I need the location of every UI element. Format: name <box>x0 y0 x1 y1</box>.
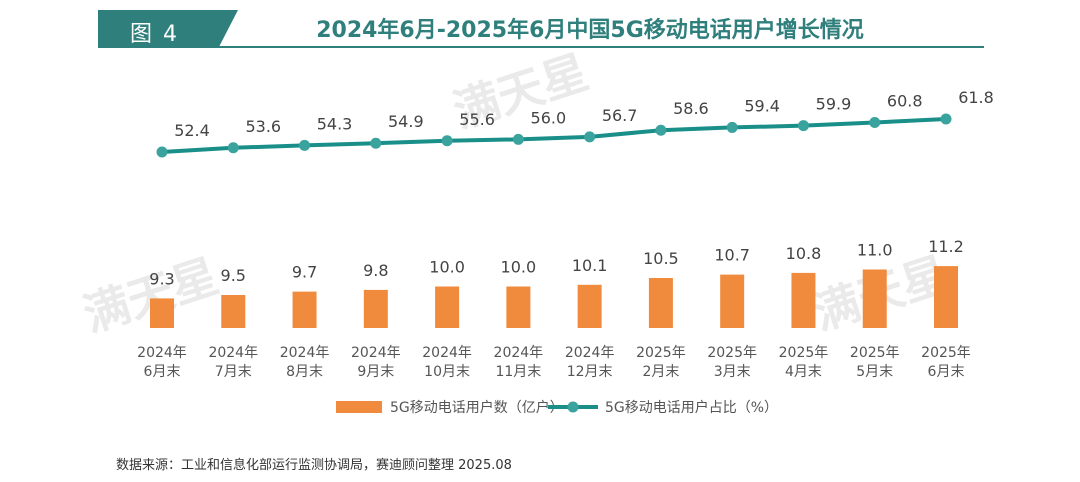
chart-header: 图 4 2024年6月-2025年6月中国5G移动电话用户增长情况 <box>0 0 1080 60</box>
line-point <box>940 113 952 125</box>
bar <box>435 286 460 328</box>
bar <box>862 269 887 328</box>
line-point <box>512 133 524 145</box>
bar <box>934 266 958 328</box>
bar-value-label: 10.0 <box>429 258 465 277</box>
legend-line-label: 5G移动电话用户占比（%） <box>605 399 778 416</box>
line-value-label: 53.6 <box>245 117 281 136</box>
watermark-text: 满天星 <box>77 248 225 342</box>
bar-value-label: 9.7 <box>292 263 317 282</box>
bar <box>363 289 388 328</box>
line-value-label: 52.4 <box>174 121 210 140</box>
bar-value-label: 10.7 <box>714 246 750 265</box>
chart-title: 2024年6月-2025年6月中国5G移动电话用户增长情况 <box>316 18 864 43</box>
x-tick-year: 2025年 <box>921 345 971 361</box>
line-value-label: 56.7 <box>602 106 638 125</box>
x-tick-year: 2025年 <box>707 345 757 361</box>
bar <box>791 272 816 328</box>
line-value-label: 54.9 <box>388 112 424 131</box>
line-value-label: 56.0 <box>531 108 567 127</box>
bar-value-label: 9.8 <box>363 261 388 280</box>
line-point <box>227 142 239 154</box>
x-tick-year: 2024年 <box>280 345 330 361</box>
line-point <box>299 139 311 151</box>
bar <box>648 278 673 328</box>
x-tick-year: 2024年 <box>565 345 615 361</box>
x-tick-year: 2024年 <box>422 345 472 361</box>
x-tick-month: 3月末 <box>714 364 751 380</box>
chart-legend: 5G移动电话用户数（亿户） 5G移动电话用户占比（%） <box>336 399 778 416</box>
x-tick-year: 2024年 <box>137 345 187 361</box>
line-value-label: 59.9 <box>816 95 852 114</box>
line-point <box>726 121 738 133</box>
bar <box>506 286 531 328</box>
bar <box>221 295 246 328</box>
bar-value-label: 10.1 <box>572 256 608 275</box>
line-value-label: 59.4 <box>744 96 780 115</box>
line-value-label: 54.3 <box>317 114 353 133</box>
x-tick-month: 4月末 <box>785 364 822 380</box>
bar <box>292 291 317 328</box>
line-value-label: 55.6 <box>459 110 495 129</box>
line-point <box>441 135 453 147</box>
x-tick-month: 8月末 <box>286 364 323 380</box>
figure-number-tag: 图 4 <box>98 10 238 48</box>
bar-value-label: 10.0 <box>501 258 537 277</box>
x-tick-year: 2025年 <box>636 345 686 361</box>
line-point <box>869 117 881 129</box>
x-tick-month: 6月末 <box>928 364 965 380</box>
line-value-label: 58.6 <box>673 99 709 118</box>
x-tick-month: 6月末 <box>144 364 181 380</box>
bar <box>577 284 602 328</box>
line-point <box>797 120 809 132</box>
x-tick-year: 2024年 <box>351 345 401 361</box>
x-tick-month: 5月末 <box>856 364 893 380</box>
x-tick-year: 2024年 <box>494 345 544 361</box>
bar-series: 9.3 9.5 9.7 9.8 10.0 10.0 10.1 10.5 10.7 10.8 11.0… <box>149 237 964 328</box>
x-tick-month: 2月末 <box>642 364 679 380</box>
x-tick-month: 12月末 <box>567 364 613 380</box>
header-divider <box>98 46 984 48</box>
x-tick-month: 9月末 <box>357 364 394 380</box>
line-point <box>156 146 168 158</box>
x-axis-ticks: 2024年 6月末 2024年 7月末 2024年 8月末 2024年 9月末 2024年 10月… <box>137 345 971 380</box>
bar-value-label: 10.5 <box>643 249 679 268</box>
line-point <box>370 137 382 149</box>
line-series: 52.4 53.6 54.3 54.9 55.6 56.0 56.7 58.6 59.4 59.9… <box>156 88 994 158</box>
line-point <box>655 124 667 136</box>
x-tick-year: 2025年 <box>779 345 829 361</box>
x-tick-month: 10月末 <box>424 364 470 380</box>
bar <box>150 298 174 328</box>
x-tick-month: 11月末 <box>495 364 541 380</box>
legend-line-marker <box>567 401 579 413</box>
x-tick-year: 2024年 <box>208 345 258 361</box>
data-source-note: 数据来源：工业和信息化部运行监测协调局，赛迪顾问整理 2025.08 <box>116 458 512 473</box>
x-tick-month: 7月末 <box>215 364 252 380</box>
bar <box>720 274 745 328</box>
bar-value-label: 9.5 <box>221 266 246 285</box>
legend-bar-swatch <box>336 401 382 413</box>
bar-value-label: 10.8 <box>786 244 822 263</box>
bar-value-label: 11.2 <box>928 237 964 256</box>
legend-bar-label: 5G移动电话用户数（亿户） <box>390 399 564 416</box>
line-value-label: 60.8 <box>887 92 923 111</box>
x-tick-year: 2025年 <box>850 345 900 361</box>
bar-value-label: 11.0 <box>857 241 893 260</box>
line-path <box>161 117 947 154</box>
bar-value-label: 9.3 <box>149 269 174 288</box>
line-point <box>584 131 596 143</box>
line-value-label: 61.8 <box>958 88 994 107</box>
figure-number-label: 图 4 <box>130 22 179 47</box>
